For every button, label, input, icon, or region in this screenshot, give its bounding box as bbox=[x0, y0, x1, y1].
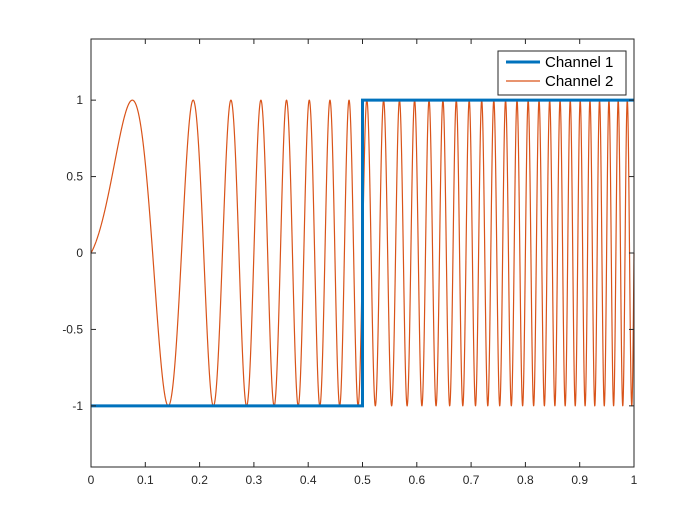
y-tick-label: 0.5 bbox=[66, 170, 83, 184]
x-tick-label: 0.7 bbox=[463, 473, 480, 487]
legend[interactable]: Channel 1 Channel 2 bbox=[497, 50, 627, 96]
x-tick-label: 0.2 bbox=[191, 473, 208, 487]
y-tick-label: -1 bbox=[72, 399, 83, 413]
x-tick-label: 0.3 bbox=[246, 473, 263, 487]
x-tick-label: 0.9 bbox=[571, 473, 588, 487]
legend-label-channel-2: Channel 2 bbox=[545, 73, 613, 90]
y-tick-label: -0.5 bbox=[62, 322, 83, 336]
x-tick-label: 0.4 bbox=[300, 473, 317, 487]
y-tick-label: 0 bbox=[76, 246, 83, 260]
plot-area bbox=[90, 98, 635, 408]
x-tick-label: 0.6 bbox=[408, 473, 425, 487]
x-tick-label: 0.5 bbox=[354, 473, 371, 487]
legend-label-channel-1: Channel 1 bbox=[545, 54, 613, 71]
series-line-channel-1 bbox=[91, 98, 634, 408]
legend-box bbox=[497, 50, 627, 96]
y-tick-label: 1 bbox=[76, 93, 83, 107]
x-tick-label: 0.8 bbox=[517, 473, 534, 487]
x-tick-label: 0 bbox=[88, 473, 95, 487]
axis-ticks: 0 0.1 0.2 0.3 0.4 0.5 0.6 0.7 0.8 0.9 1 -1 -0.5 0 0.5 1 bbox=[62, 39, 638, 487]
x-tick-label: 1 bbox=[631, 473, 638, 487]
x-tick-label: 0.1 bbox=[137, 473, 154, 487]
